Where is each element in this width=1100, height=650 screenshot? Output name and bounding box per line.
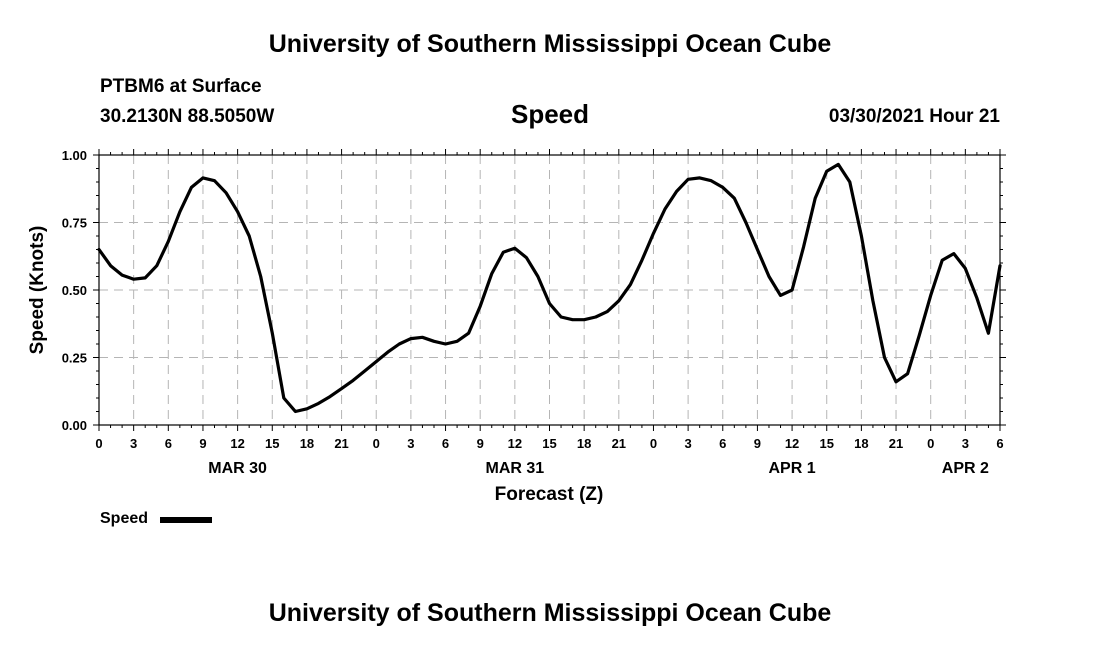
day-label: APR 2 xyxy=(942,460,989,477)
x-tick-label: 6 xyxy=(442,436,449,451)
y-tick-label: 0.75 xyxy=(62,216,87,231)
x-tick-label: 3 xyxy=(962,436,969,451)
x-tick-label: 15 xyxy=(542,436,556,451)
x-tick-label: 12 xyxy=(508,436,522,451)
x-tick-label: 0 xyxy=(650,436,657,451)
x-tick-label: 18 xyxy=(577,436,591,451)
forecast-datetime: 03/30/2021 Hour 21 xyxy=(828,106,1000,127)
y-tick-label: 1.00 xyxy=(62,148,87,163)
x-tick-label: 15 xyxy=(819,436,833,451)
x-tick-label: 6 xyxy=(996,436,1003,451)
grid-layer xyxy=(99,155,1000,425)
x-tick-label: 21 xyxy=(334,436,348,451)
x-tick-label: 3 xyxy=(684,436,691,451)
series-layer xyxy=(97,162,1002,414)
y-tick-label: 0.25 xyxy=(62,351,87,366)
x-tick-label: 0 xyxy=(95,436,102,451)
x-tick-label: 12 xyxy=(785,436,799,451)
y-tick-label: 0.50 xyxy=(62,283,87,298)
x-tick-label: 6 xyxy=(719,436,726,451)
x-tick-label: 9 xyxy=(477,436,484,451)
x-tick-label: 3 xyxy=(130,436,137,451)
x-tick-label: 0 xyxy=(927,436,934,451)
x-tick-label: 6 xyxy=(165,436,172,451)
x-tick-label: 9 xyxy=(199,436,206,451)
chart-title-bottom: University of Southern Mississippi Ocean… xyxy=(268,599,832,627)
x-tick-label: 0 xyxy=(373,436,380,451)
day-label: APR 1 xyxy=(769,460,816,477)
x-tick-label: 9 xyxy=(754,436,761,451)
x-tick-label: 15 xyxy=(265,436,279,451)
x-tick-label: 3 xyxy=(407,436,414,451)
x-tick-label: 18 xyxy=(300,436,314,451)
x-axis-title: Forecast (Z) xyxy=(495,484,604,505)
chart-title-top: University of Southern Mississippi Ocean… xyxy=(268,30,832,58)
parameter-title: Speed xyxy=(510,99,590,129)
x-tick-label: 21 xyxy=(889,436,903,451)
x-tick-label: 12 xyxy=(230,436,244,451)
day-label: MAR 30 xyxy=(208,460,267,477)
y-axis-title: Speed (Knots) xyxy=(27,226,48,355)
station-coordinates: 30.2130N 88.5050W xyxy=(100,106,275,127)
x-tick-label: 21 xyxy=(612,436,626,451)
legend-line-swatch xyxy=(160,517,212,523)
day-label: MAR 31 xyxy=(486,460,545,477)
tick-layer xyxy=(93,149,1006,431)
tick-label-layer: 0 3 6 9 12 15 18 21 0 3 6 9 12 15 18 21 0 3 6 9 12 15 18 21 0 3 6 0… xyxy=(62,148,1004,477)
series-line-speed xyxy=(97,162,1002,414)
x-tick-label: 18 xyxy=(854,436,868,451)
y-tick-label: 0.00 xyxy=(62,418,87,433)
legend-label: Speed xyxy=(100,510,149,527)
station-name: PTBM6 at Surface xyxy=(100,76,262,97)
